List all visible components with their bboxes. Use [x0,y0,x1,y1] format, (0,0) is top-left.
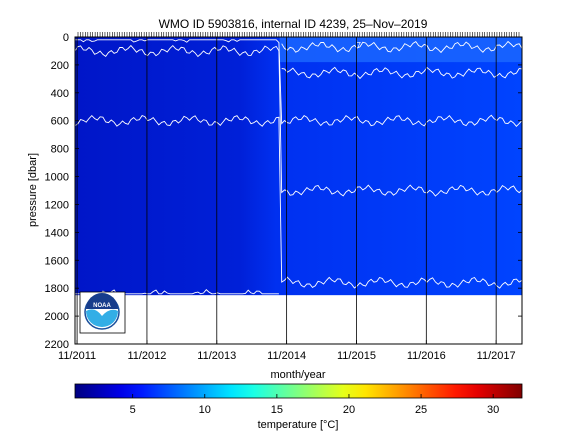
y-tick-label: 1000 [45,172,69,184]
x-axis-label: month/year [270,369,325,381]
colorbar-tick-label: 15 [271,404,283,416]
y-tick-label: 1200 [45,199,69,211]
colorbar-tick-label: 20 [343,404,355,416]
y-tick-label: 200 [51,60,69,72]
y-tick-label: 0 [63,32,69,44]
noaa-logo: NOAA [79,291,126,334]
isotherm-line [281,40,522,54]
colorbar-tick-label: 30 [487,404,499,416]
y-tick-label: 400 [51,88,69,100]
x-tick-label: 11/2016 [407,350,446,362]
colorbar-label: temperature [°C] [258,419,339,431]
colorbar-ramp [74,383,523,399]
x-tick-label: 11/2014 [267,350,306,362]
colorbar-tick-label: 25 [415,404,427,416]
y-axis: 0 200 400 600 800 1000 1200 1400 1600 1800 2000 220… [45,32,522,351]
y-tick-label: 600 [51,116,69,128]
x-tick-label: 11/2011 [58,350,96,362]
colorbar: 5 10 15 20 25 30 temperature [°C] [74,383,523,431]
profile-time-ticks [77,32,520,37]
colorbar-tick-label: 10 [199,404,211,416]
plot-area: 7 0 200 400 600 800 1000 1200 1400 1600 1800 2000 2… [45,32,523,362]
y-tick-label: 2000 [45,311,69,323]
y-tick-label: 800 [51,144,69,156]
y-axis-label: pressure [dbar] [27,153,39,227]
temperature-field [75,37,522,296]
x-axis: 11/2011 11/2012 11/2013 11/2014 11/2015 11/20… [58,340,516,362]
year-marker-lines [76,37,497,344]
chart-title: WMO ID 5903816, internal ID 4239, 25–Nov… [159,17,428,31]
temperature-field-fill [75,37,522,296]
y-tick-label: 1600 [45,255,69,267]
colorbar-tick-label: 5 [130,404,136,416]
contour-label: 7 [356,41,361,50]
y-tick-label: 1400 [45,227,69,239]
x-tick-label: 11/2013 [197,350,236,362]
isotherm-line [75,44,522,197]
plot-frame [74,36,523,345]
isotherm-line [75,114,522,289]
x-tick-label: 11/2017 [477,350,516,362]
isotherm-line [75,39,522,127]
y-tick-label: 1800 [45,283,69,295]
noaa-logo-text: NOAA [93,303,111,309]
x-tick-label: 11/2015 [337,350,376,362]
y-tick-label: 2200 [45,339,69,351]
x-tick-label: 11/2012 [127,350,166,362]
colorbar-ticks: 5 10 15 20 25 30 [130,394,499,416]
isotherm-line [281,66,522,80]
